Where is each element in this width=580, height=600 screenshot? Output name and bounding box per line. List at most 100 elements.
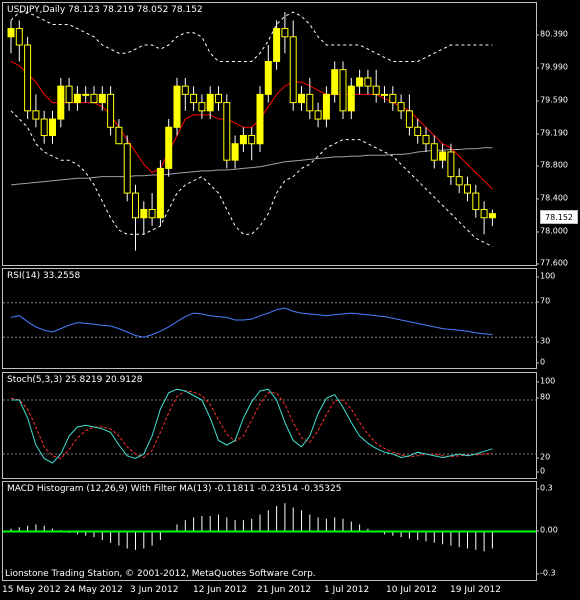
bull-candle [239,135,247,145]
stoch-tick: 0 [535,466,546,476]
stoch-tick: 80 [535,392,551,402]
bear-candle [24,44,32,112]
upper-band-line [10,11,493,62]
rsi-line [10,307,493,338]
rsi-chart [3,302,536,338]
bear-candle [339,69,347,112]
stoch-title: Stoch(5,3,3) 25.8219 20.9128 [7,375,143,385]
bull-candle [156,167,164,219]
bear-candle [389,93,397,104]
stoch-main-line [11,388,493,464]
bull-candle [231,143,239,161]
bear-candle [414,126,422,136]
bull-candle [165,126,173,169]
stoch-signal-line [10,390,493,460]
bull-candle [331,69,339,95]
bull-candle [298,93,305,104]
price-chart-panel[interactable]: USDJPY,Daily 78.123 78.219 78.052 78.152 [2,2,537,266]
price-tick: 79.190 [536,128,568,138]
macd-axis: 0.3 0.00 -0.3 [536,481,580,581]
bear-candle [405,110,413,128]
macd-tick: -0.3 [536,568,556,578]
bull-candle [73,93,81,104]
rsi-tick: 70 [535,296,551,306]
rsi-tick: 100 [535,271,556,281]
bull-candle [347,85,355,112]
bull-candle [140,209,148,219]
bear-candle [32,110,40,120]
bull-candle [98,93,106,104]
stoch-chart [3,388,536,464]
chart-title: USDJPY,Daily 78.123 78.219 78.052 78.152 [7,5,203,15]
bull-candle [82,93,90,96]
price-tick: 78.400 [536,193,568,203]
bear-candle [40,118,48,136]
bull-candle [206,93,214,112]
bear-candle [107,93,115,128]
bear-candle [181,85,189,95]
bear-candle [289,36,297,104]
macd-title: MACD Histogram (12,26,9) With Filter MA(… [7,484,342,494]
stoch-tick: 100 [535,376,556,386]
bull-candle [322,93,330,120]
bull-candle [381,93,388,96]
bear-candle [281,28,289,38]
bear-candle [198,102,206,112]
copyright-text: Lionstone Trading Station, © 2001-2012, … [5,569,316,579]
bear-candle [397,102,405,112]
date-label: 3 Jun 2012 [130,585,179,595]
rsi-panel[interactable]: RSI(14) 33.2558 [2,268,537,369]
rsi-title: RSI(14) 33.2558 [7,271,81,281]
price-tick: 79.990 [536,62,568,72]
bear-candle [430,143,438,161]
bear-candle [123,143,131,194]
stoch-panel[interactable]: Stoch(5,3,3) 25.8219 20.9128 [2,372,537,479]
bear-candle [215,93,222,104]
bull-candle [57,85,65,120]
price-axis: 80.390 79.990 79.590 79.190 78.800 78.40… [536,2,580,268]
bull-candle [49,118,56,136]
bear-candle [90,93,98,104]
bull-candle [173,85,181,128]
bear-candle [306,93,314,112]
date-label: 15 May 2012 [2,585,61,595]
bear-candle [132,192,139,219]
price-tick: 78.800 [536,160,568,170]
rsi-tick: 30 [535,336,551,346]
stoch-tick: 20 [535,452,551,462]
macd-tick: 0.00 [536,525,558,535]
bear-candle [364,77,372,87]
lower-band-line [10,110,493,247]
bull-candle [273,28,281,62]
price-tick: 80.390 [536,29,568,39]
macd-chart [3,503,536,552]
date-label: 24 May 2012 [64,585,123,595]
stoch-axis: 100 80 20 0 [535,372,580,479]
bull-candle [7,28,15,38]
macd-panel[interactable]: MACD Histogram (12,26,9) With Filter MA(… [2,481,537,581]
date-axis: 15 May 2012 24 May 2012 3 Jun 2012 12 Ju… [2,582,537,600]
bear-candle [455,176,463,186]
bull-candle [264,60,272,95]
bull-candle [439,151,447,161]
bull-candle [256,93,264,145]
bear-candle [115,126,123,145]
date-label: 19 Jul 2012 [450,585,501,595]
bear-candle [190,93,198,104]
date-label: 12 Jun 2012 [193,585,248,595]
bull-candle [356,77,364,87]
bear-candle [223,102,231,161]
price-tick: 78.000 [536,226,568,236]
candlestick-chart [7,11,496,251]
bear-candle [372,85,380,95]
bull-candle [488,213,496,219]
rsi-axis: 100 70 30 0 [535,268,580,369]
bear-candle [65,85,73,104]
bear-candle [148,209,156,219]
bear-candle [480,209,488,219]
bear-candle [447,151,455,178]
bear-candle [464,184,471,194]
last-price-label: 78.152 [540,210,578,224]
long-ma-line [10,147,493,186]
bear-candle [314,110,322,120]
